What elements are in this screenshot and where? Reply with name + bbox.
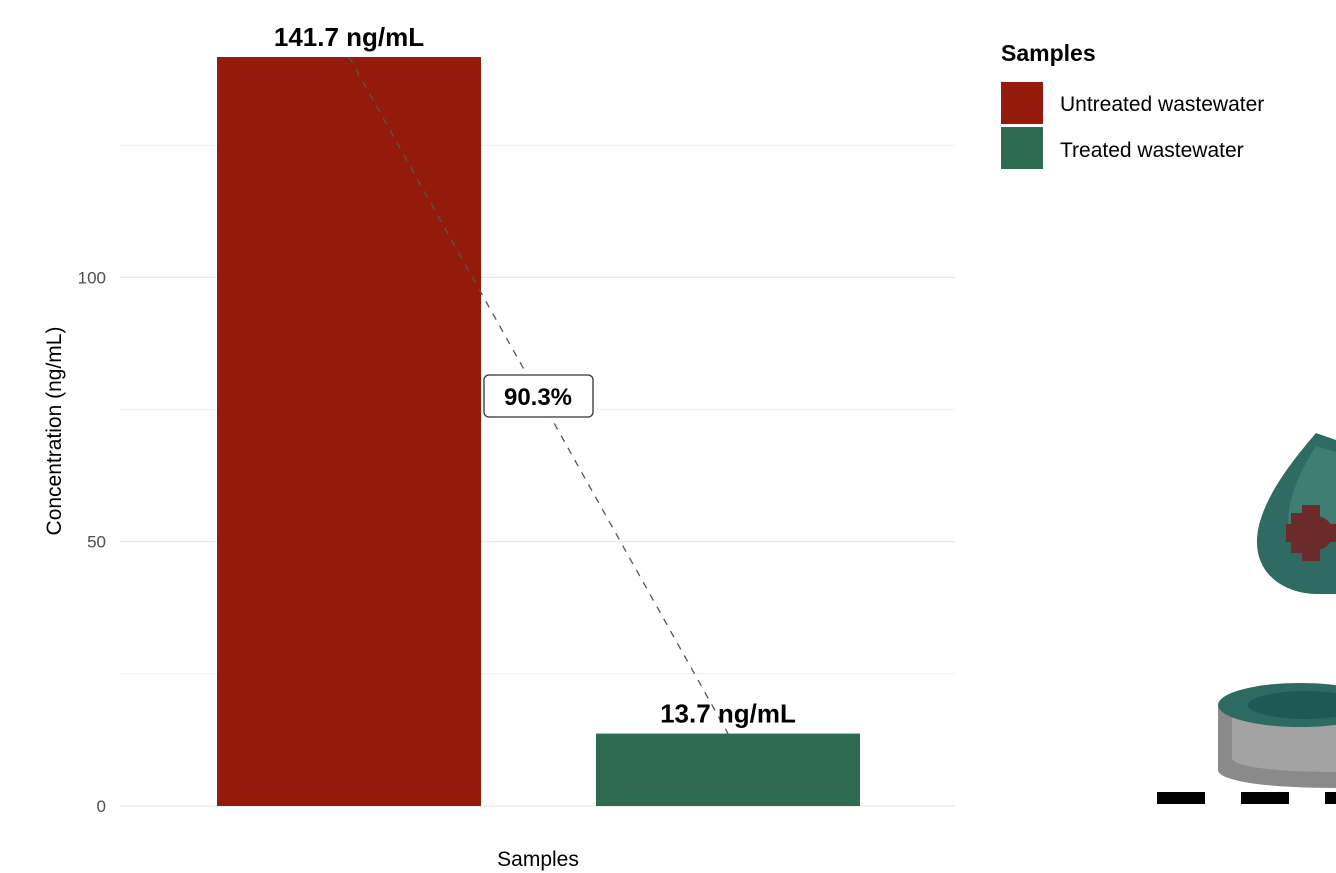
- reduction-percent-label: 90.3%: [504, 384, 572, 411]
- legend-label-treated: Treated wastewater: [1060, 139, 1244, 162]
- y-tick-label: 50: [87, 533, 106, 552]
- bars: [217, 57, 860, 806]
- ground-dashes: [1157, 792, 1336, 804]
- bar-value-label: 13.7 ng/mL: [660, 699, 796, 729]
- contaminant-virus-icon: [1286, 505, 1336, 561]
- filter-basin-icon: [1218, 683, 1336, 788]
- legend-label-untreated: Untreated wastewater: [1060, 93, 1264, 116]
- legend-key-treated: [1001, 127, 1043, 169]
- water-treatment-illustration: [1157, 433, 1336, 804]
- y-axis-ticks: 0 50 100: [78, 268, 106, 816]
- reduction-trend-line: [348, 56, 729, 734]
- legend-title: Samples: [1001, 40, 1096, 66]
- bar-treated: [596, 733, 860, 806]
- legend-key-untreated: [1001, 82, 1043, 124]
- y-tick-label: 100: [78, 268, 106, 287]
- y-tick-label: 0: [97, 797, 106, 816]
- water-drop-highlight: [1288, 446, 1336, 535]
- bar-untreated: [217, 57, 481, 806]
- x-axis-title: Samples: [497, 848, 579, 871]
- reduction-label: 90.3%: [483, 374, 594, 418]
- legend: Samples Untreated wastewater Treated was…: [1001, 40, 1264, 169]
- y-axis-title: Concentration (ng/mL): [43, 327, 66, 536]
- reduction-label-box: [483, 374, 594, 418]
- bar-value-labels: 141.7 ng/mL 13.7 ng/mL: [274, 22, 796, 729]
- bar-value-label: 141.7 ng/mL: [274, 22, 424, 52]
